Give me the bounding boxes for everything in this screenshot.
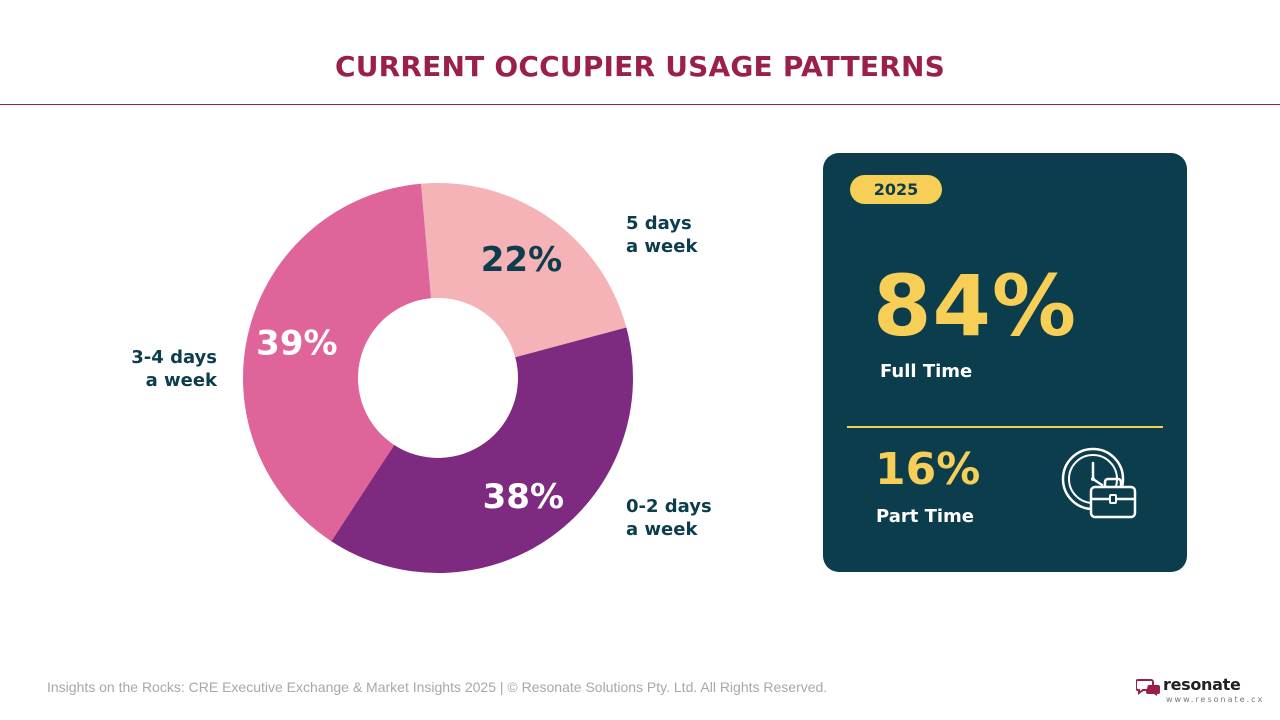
donut-chart: 22% 38% 39% (243, 183, 634, 574)
donut-value-label-1: 38% (483, 477, 564, 517)
category-label-line: a week (626, 236, 698, 257)
category-label-line: 3-4 days (131, 347, 217, 368)
year-badge: 2025 (850, 175, 942, 204)
page-title: CURRENT OCCUPIER USAGE PATTERNS (334, 50, 946, 83)
title-divider (0, 104, 1280, 105)
donut-slice-1 (331, 327, 634, 574)
card-divider (847, 426, 1163, 428)
donut-value-label-2: 39% (256, 324, 337, 364)
donut-slice-2 (243, 183, 432, 542)
category-label-line: a week (626, 519, 698, 540)
speech-bubbles-icon (1136, 679, 1160, 696)
category-label-3-4-days: 3-4 days a week (131, 346, 217, 392)
donut-slice-0 (421, 183, 627, 358)
brand-url: www.resonate.cx (1166, 695, 1265, 704)
category-label-0-2-days: 0-2 days a week (626, 495, 712, 541)
category-label-line: 0-2 days (626, 496, 712, 517)
brand-logo: resonate www.resonate.cx (1136, 675, 1262, 707)
category-label-line: a week (145, 370, 217, 391)
footer-copyright: Insights on the Rocks: CRE Executive Exc… (47, 679, 828, 695)
part-time-label: Part Time (876, 506, 975, 527)
donut-value-label-0: 22% (481, 240, 562, 280)
part-time-value: 16% (875, 444, 981, 495)
category-label-5-days: 5 days a week (626, 212, 697, 258)
clock-briefcase-icon (1061, 447, 1137, 519)
category-label-line: 5 days (626, 213, 692, 234)
full-time-value: 84% (873, 257, 1078, 355)
brand-name: resonate (1163, 675, 1241, 694)
stats-card: 2025 84% Full Time 16% Part Time (823, 153, 1187, 572)
full-time-label: Full Time (880, 361, 973, 382)
